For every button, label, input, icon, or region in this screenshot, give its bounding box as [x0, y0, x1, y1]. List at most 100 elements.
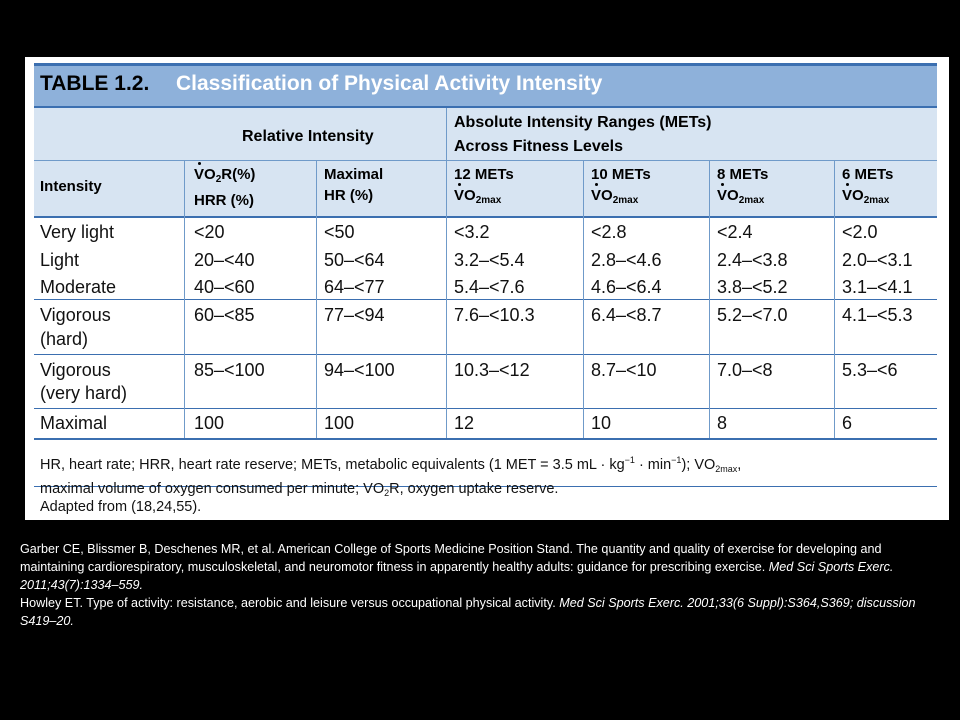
row-moderate-8mets: 3.8–<5.2	[717, 277, 788, 297]
table-frame: TABLE 1.2. Classification of Physical Ac…	[34, 63, 937, 515]
footnote-part6: R, oxygen uptake reserve.	[389, 480, 559, 497]
col-10mets-header: 10 METs VO2max	[591, 164, 651, 211]
row-maximal-6mets: 6	[842, 413, 853, 433]
row-moderate-12mets: 5.4–<7.6	[454, 277, 525, 297]
col-6mets-header: 6 METs VO2max	[842, 164, 893, 211]
row-vigorous-hard-10mets: 6.4–<8.7	[591, 305, 662, 325]
row-moderate-6mets: 3.1–<4.1	[842, 277, 913, 297]
row-vigorous-hard-6mets: 4.1–<5.3	[842, 305, 913, 325]
vrule-3	[446, 108, 447, 438]
row-very-light-10mets: <2.8	[591, 222, 627, 242]
table-title-text: Classification of Physical Activity Inte…	[176, 72, 603, 95]
row-vigorous-very-hard-vo2r: 85–<100	[194, 360, 265, 380]
row-vigorous-hard-intensity-qualifier: (hard)	[40, 329, 89, 349]
row-maximal-maxhr: 100	[324, 413, 355, 433]
row-vigorous-very-hard-8mets: 7.0–<8	[717, 360, 773, 380]
footnote-sub5: 2	[384, 487, 390, 498]
row-vigorous-very-hard-intensity-qualifier: (very hard)	[40, 383, 128, 403]
vo2r-sub: 2	[215, 174, 222, 185]
group-absolute-line1: Absolute Intensity Ranges (METs)	[454, 114, 712, 131]
vrule-4	[583, 160, 584, 438]
vo2r-line2: HRR (%)	[194, 192, 254, 209]
col-10-vo2: VO	[591, 183, 613, 204]
col-6mets-label: 6 METs	[842, 166, 894, 183]
footnote-sup2: −1	[671, 455, 682, 465]
reference-howley: Howley ET. Type of activity: resistance,…	[20, 594, 920, 630]
rule-header-bottom	[34, 216, 937, 218]
footnote-sup1: −1	[624, 455, 635, 465]
rule-after-vigorous-hard	[34, 354, 937, 355]
col-maxhr-header: Maximal HR (%)	[324, 164, 383, 206]
vrule-5	[709, 160, 710, 438]
row-maximal-vo2r: 100	[194, 413, 225, 433]
row-maximal-12mets: 12	[454, 413, 475, 433]
rule-table-bottom	[34, 438, 937, 440]
reference-garber-citation: Med Sci Sports Exerc. 2011;43(7):1334–55…	[20, 560, 894, 592]
references: Garber CE, Blissmer B, Deschenes MR, et …	[20, 540, 920, 630]
col-10-sub: 2max	[612, 195, 639, 206]
footnote-sub3: 2max	[715, 463, 738, 474]
col-8mets-header: 8 METs VO2max	[717, 164, 768, 211]
row-vigorous-hard-intensity: Vigorous	[40, 305, 111, 325]
row-very-light-8mets: <2.4	[717, 222, 753, 242]
reference-garber: Garber CE, Blissmer B, Deschenes MR, et …	[20, 540, 920, 594]
footnote-part3: ); VO	[681, 456, 716, 473]
col-6-vo2: VO	[842, 183, 864, 204]
row-maximal-8mets: 8	[717, 413, 728, 433]
vrule-6	[834, 160, 835, 438]
vrule-2	[316, 160, 317, 438]
row-light-maxhr: 50–<64	[324, 250, 385, 270]
row-vigorous-hard-8mets: 5.2–<7.0	[717, 305, 788, 325]
adapted-from-note: Adapted from (18,24,55).	[40, 499, 202, 515]
row-very-light-vo2r: <20	[194, 222, 225, 242]
row-vigorous-hard-vo2r: 60–<85	[194, 305, 255, 325]
reference-howley-citation: Med Sci Sports Exerc. 2001;33(6 Suppl):S…	[20, 596, 916, 628]
row-maximal-intensity: Maximal	[40, 413, 108, 433]
row-light-vo2r: 20–<40	[194, 250, 255, 270]
rule-after-moderate	[34, 299, 937, 300]
col-8mets-label: 8 METs	[717, 166, 769, 183]
row-maximal-10mets: 10	[591, 413, 612, 433]
vo2r-v: VO	[194, 162, 216, 183]
footnote-part2: · min	[634, 456, 672, 473]
vrule-1	[184, 160, 185, 438]
table-number: TABLE 1.2.	[40, 72, 150, 95]
col-12-vo2: VO	[454, 183, 476, 204]
row-very-light-intensity: Very light	[40, 222, 115, 242]
row-vigorous-very-hard-6mets: 5.3–<6	[842, 360, 898, 380]
col-12mets-header: 12 METs VO2max	[454, 164, 514, 211]
reference-garber-text: Garber CE, Blissmer B, Deschenes MR, et …	[20, 542, 882, 574]
col-intensity-header: Intensity	[40, 178, 102, 195]
maxhr-line1: Maximal	[324, 166, 384, 183]
vo2r-suffix: R(%)	[221, 166, 256, 183]
row-light-8mets: 2.4–<3.8	[717, 250, 788, 270]
row-moderate-10mets: 4.6–<6.4	[591, 277, 662, 297]
row-moderate-vo2r: 40–<60	[194, 277, 255, 297]
row-light-12mets: 3.2–<5.4	[454, 250, 525, 270]
reference-howley-text: Howley ET. Type of activity: resistance,…	[20, 596, 560, 610]
col-8-vo2: VO	[717, 183, 739, 204]
col-8-sub: 2max	[738, 195, 765, 206]
table-footnote: HR, heart rate; HRR, heart rate reserve;…	[40, 450, 930, 503]
row-very-light-maxhr: <50	[324, 222, 355, 242]
group-relative-intensity: Relative Intensity	[242, 128, 374, 145]
row-vigorous-hard-12mets: 7.6–<10.3	[454, 305, 535, 325]
col-vo2r-header: VO2R(%) HRR (%)	[194, 162, 256, 211]
table-title: TABLE 1.2. Classification of Physical Ac…	[34, 66, 937, 108]
col-6-sub: 2max	[863, 195, 890, 206]
row-light-6mets: 2.0–<3.1	[842, 250, 913, 270]
footnote-part1: HR, heart rate; HRR, heart rate reserve;…	[40, 456, 625, 473]
rule-after-vigorous-very-hard	[34, 408, 937, 409]
rule-footnote-bottom	[34, 486, 937, 487]
maxhr-line2: HR (%)	[324, 187, 374, 204]
row-vigorous-hard-maxhr: 77–<94	[324, 305, 385, 325]
table-image: TABLE 1.2. Classification of Physical Ac…	[25, 57, 949, 520]
footnote-part5: maximal volume of oxygen consumed per mi…	[40, 480, 385, 497]
row-very-light-12mets: <3.2	[454, 222, 490, 242]
col-12mets-label: 12 METs	[454, 166, 514, 183]
row-moderate-intensity: Moderate	[40, 277, 117, 297]
row-vigorous-very-hard-intensity: Vigorous	[40, 360, 111, 380]
row-vigorous-very-hard-10mets: 8.7–<10	[591, 360, 657, 380]
row-moderate-maxhr: 64–<77	[324, 277, 385, 297]
row-light-10mets: 2.8–<4.6	[591, 250, 662, 270]
